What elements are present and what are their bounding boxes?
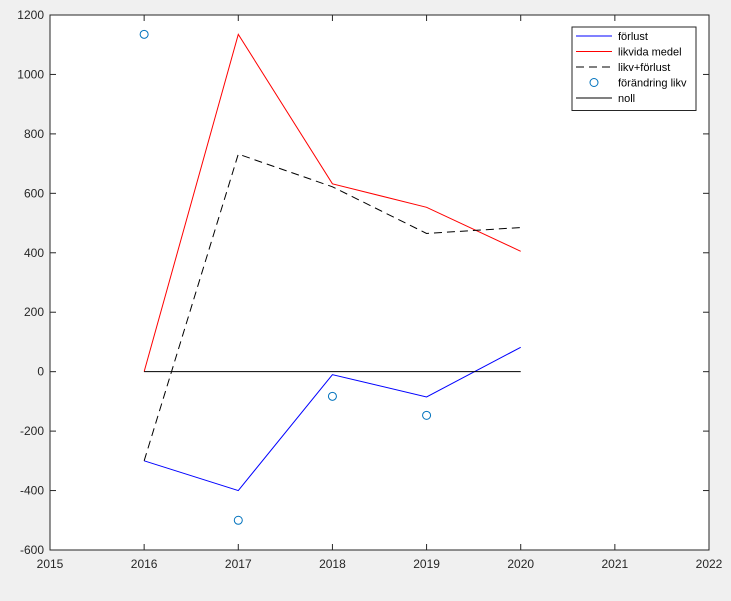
legend-label-noll: noll <box>618 93 635 105</box>
legend-label-forandring-likv: förändring likv <box>618 78 687 90</box>
x-tick-label: 2019 <box>413 557 440 571</box>
y-tick-label: -200 <box>20 424 44 438</box>
x-tick-label: 2015 <box>37 557 64 571</box>
data-point-forandring-likv <box>139 29 149 39</box>
data-point-forandring-likv <box>233 515 243 525</box>
axis-ticks: 2015 2016 2017 2018 2019 2020 2021 2022 -600 -400… <box>17 8 722 571</box>
y-tick-label: 800 <box>24 127 44 141</box>
legend-label-likvida-medel: likvida medel <box>618 47 682 59</box>
x-tick-label: 2021 <box>602 557 629 571</box>
legend-label-forlust: förlust <box>618 31 648 43</box>
y-tick-label: -600 <box>20 543 44 557</box>
y-tick-label: 1000 <box>17 67 44 81</box>
y-tick-label: 1200 <box>17 8 44 22</box>
axes-box <box>49 14 710 551</box>
x-tick-label: 2018 <box>319 557 346 571</box>
series-line-forlust <box>143 346 521 492</box>
series-line-likv-forlust <box>143 153 521 461</box>
y-tick-label: 600 <box>24 186 44 200</box>
y-tick-label: 400 <box>24 246 44 260</box>
data-point-forandring-likv <box>327 391 337 401</box>
y-tick-label: 0 <box>37 365 44 379</box>
x-tick-label: 2020 <box>507 557 534 571</box>
x-tick-label: 2022 <box>696 557 723 571</box>
legend-label-likv-forlust: likv+förlust <box>618 62 670 74</box>
plot-area <box>139 29 521 525</box>
series-line-likvida-medel <box>143 33 521 372</box>
x-tick-label: 2016 <box>131 557 158 571</box>
y-tick-label: 200 <box>24 305 44 319</box>
x-tick-label: 2017 <box>225 557 252 571</box>
data-point-forandring-likv <box>422 410 432 420</box>
y-tick-label: -400 <box>20 484 44 498</box>
legend[interactable]: förlust likvida medel likv+förlust förändri… <box>571 26 697 111</box>
legend-swatch-forandring-likv <box>589 78 599 87</box>
legend-box <box>571 26 697 111</box>
